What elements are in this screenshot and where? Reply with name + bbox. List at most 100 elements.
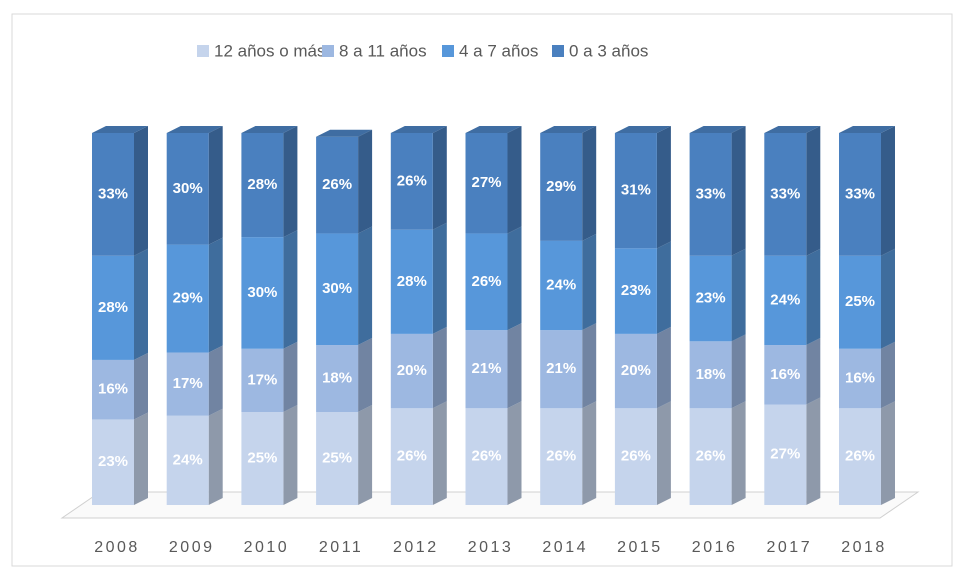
data-label: 26% (397, 448, 427, 465)
data-label: 28% (98, 299, 128, 316)
x-tick-label: 2012 (393, 539, 439, 556)
data-label: 25% (247, 449, 277, 466)
bar-segment (764, 345, 807, 405)
bar-segment (390, 133, 433, 230)
data-label: 24% (173, 451, 203, 468)
bar-segment (316, 412, 359, 505)
bar-segment (316, 136, 359, 234)
bar-segment (166, 133, 209, 245)
data-label: 26% (845, 448, 875, 465)
bar-segment (689, 341, 732, 409)
bar-top (390, 126, 447, 133)
bar-segment (92, 419, 134, 505)
bar-segment (540, 133, 583, 241)
bar-segment (839, 408, 881, 505)
data-label: 16% (770, 366, 800, 383)
data-label: 18% (696, 366, 726, 383)
data-label: 30% (322, 280, 352, 297)
bar-side (507, 226, 522, 331)
bar-segment (241, 133, 284, 238)
data-label: 23% (98, 453, 128, 470)
x-tick-label: 2015 (617, 539, 663, 556)
data-label: 29% (173, 290, 203, 307)
data-label: 25% (322, 449, 352, 466)
bar-segment (614, 133, 657, 249)
data-label: 21% (471, 360, 501, 377)
bar-side (134, 126, 148, 256)
bar-side (358, 338, 373, 412)
data-label: 16% (98, 381, 128, 398)
bar-top (839, 126, 895, 133)
data-label: 33% (770, 185, 800, 202)
bar-side (283, 341, 298, 412)
legend-label: 4 a 7 años (459, 41, 538, 60)
bar-segment (540, 240, 583, 331)
bar-segment (390, 333, 433, 409)
x-tick-label: 2008 (94, 539, 140, 556)
bar-side (134, 352, 148, 420)
bar-segment (316, 233, 359, 346)
data-label: 16% (845, 369, 875, 386)
bar-side (881, 126, 895, 256)
bar-top (689, 126, 746, 133)
bar-side (134, 412, 148, 505)
bar-top (614, 126, 671, 133)
bar-side (656, 126, 671, 249)
data-label: 30% (173, 180, 203, 197)
x-tick-label: 2017 (767, 539, 813, 556)
legend-label: 12 años o más (214, 41, 326, 60)
bar-side (283, 405, 298, 505)
data-label: 27% (471, 174, 501, 191)
bar-side (582, 401, 597, 505)
x-tick-label: 2010 (244, 539, 290, 556)
bar-side (432, 222, 447, 334)
bar-side (731, 126, 746, 256)
bar-side (656, 326, 671, 409)
bar-side (507, 126, 522, 234)
bar-segment (764, 133, 807, 256)
bar-side (731, 401, 746, 505)
data-label: 21% (546, 360, 576, 377)
data-label: 28% (247, 176, 277, 193)
bar-side (806, 248, 821, 346)
data-label: 17% (247, 371, 277, 388)
bar-top (241, 126, 298, 133)
bar-side (432, 126, 447, 230)
x-tick-label: 2018 (841, 539, 887, 556)
bar-segment (839, 348, 881, 409)
bar-side (432, 326, 447, 409)
bar-segment (92, 359, 134, 420)
bar-side (731, 334, 746, 409)
legend-label: 8 a 11 años (339, 41, 427, 60)
bar-top (540, 126, 597, 133)
bar-segment (839, 255, 881, 349)
bar-top (92, 126, 148, 133)
x-tick-label: 2016 (692, 539, 738, 556)
bar-side (208, 345, 223, 416)
bar-segment (614, 333, 657, 409)
x-tick-label: 2011 (319, 539, 363, 556)
bar-segment (166, 415, 209, 505)
bar-side (881, 248, 895, 349)
bar-segment (390, 408, 433, 505)
bar-side (358, 405, 373, 505)
data-label: 33% (845, 185, 875, 202)
legend: 12 años o más 8 a 11 años 4 a 7 años 0 a 3 … (197, 41, 648, 60)
bar-side (881, 341, 895, 409)
bar-side (283, 230, 298, 349)
bar-segment (241, 412, 284, 505)
x-tick-label: 2013 (468, 539, 514, 556)
x-tick-label: 2009 (169, 539, 215, 556)
data-label: 28% (397, 273, 427, 290)
bar-side (208, 408, 223, 505)
bar-segment (465, 408, 508, 505)
bar-segment (92, 255, 134, 360)
bar-segment (540, 330, 583, 409)
bar-side (806, 338, 821, 405)
data-label: 17% (173, 375, 203, 392)
bar-top (166, 126, 223, 133)
bar-side (656, 401, 671, 505)
bar-top (465, 126, 522, 133)
bar-top (316, 129, 373, 137)
